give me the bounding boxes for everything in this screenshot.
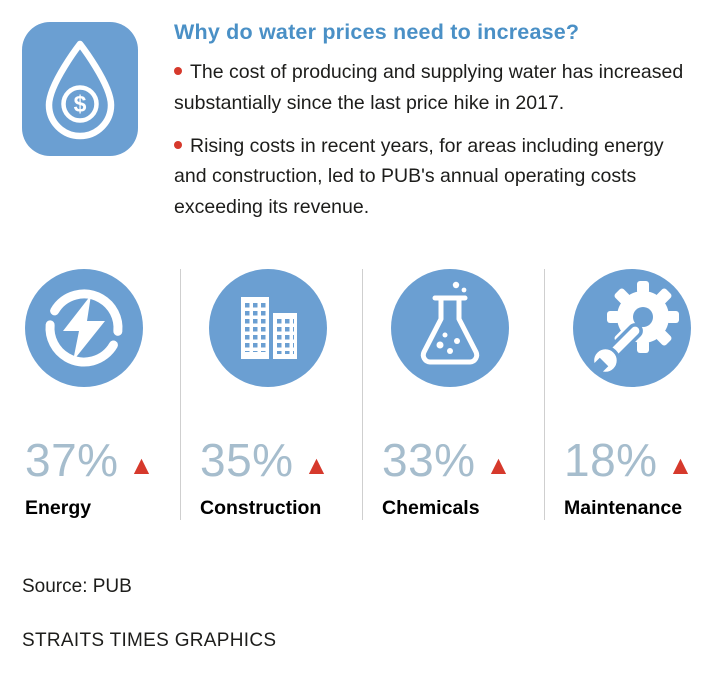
stats-row: 37% ▲ Energy	[22, 268, 698, 520]
stat-value-row: 35% ▲	[200, 433, 362, 487]
stat-value: 33%	[382, 433, 476, 486]
bullet-point-2: Rising costs in recent years, for areas …	[174, 131, 698, 223]
stat-label: Chemicals	[382, 496, 480, 519]
footer: Source: PUB STRAITS TIMES GRAPHICS	[22, 576, 698, 652]
bullet-point-1: The cost of producing and supplying wate…	[174, 57, 698, 119]
construction-icon	[209, 268, 327, 387]
stat-value: 37%	[25, 433, 119, 486]
maintenance-icon	[573, 268, 691, 387]
up-triangle-icon: ▲	[128, 449, 155, 480]
stat-label: Maintenance	[564, 496, 683, 519]
up-triangle-icon: ▲	[667, 449, 694, 480]
chemicals-icon	[391, 268, 509, 387]
up-triangle-icon: ▲	[485, 449, 512, 480]
bullet-text-2: Rising costs in recent years, for areas …	[174, 134, 664, 219]
infographic: $ Why do water prices need to increase? …	[22, 16, 698, 652]
dollar-glyph: $	[74, 91, 87, 117]
stat-value-row: 37% ▲	[25, 433, 180, 487]
stat-maintenance: 18% ▲ Maintenance	[544, 268, 698, 520]
stat-label: Construction	[200, 496, 322, 519]
header: $ Why do water prices need to increase? …	[22, 16, 698, 235]
intro-text-block: Why do water prices need to increase? Th…	[174, 16, 698, 235]
source-text: Source: PUB	[22, 575, 132, 597]
stat-chemicals: 33% ▲ Chemicals	[362, 268, 544, 520]
stat-value-row: 33% ▲	[382, 433, 544, 487]
up-triangle-icon: ▲	[303, 449, 330, 480]
stat-construction: 35% ▲ Construction	[180, 268, 362, 520]
page-title: Why do water prices need to increase?	[174, 20, 580, 44]
credit-text: STRAITS TIMES GRAPHICS	[22, 629, 277, 651]
stat-energy: 37% ▲ Energy	[22, 268, 180, 520]
stat-value-row: 18% ▲	[564, 433, 698, 487]
bullet-text-1: The cost of producing and supplying wate…	[174, 61, 684, 114]
bullet-dot-icon	[174, 140, 182, 149]
stat-label: Energy	[25, 496, 92, 519]
water-drop-dollar-icon: $	[22, 22, 138, 156]
stat-value: 18%	[564, 433, 658, 486]
energy-icon	[25, 268, 143, 387]
stat-value: 35%	[200, 433, 294, 486]
bullet-dot-icon	[174, 67, 182, 75]
